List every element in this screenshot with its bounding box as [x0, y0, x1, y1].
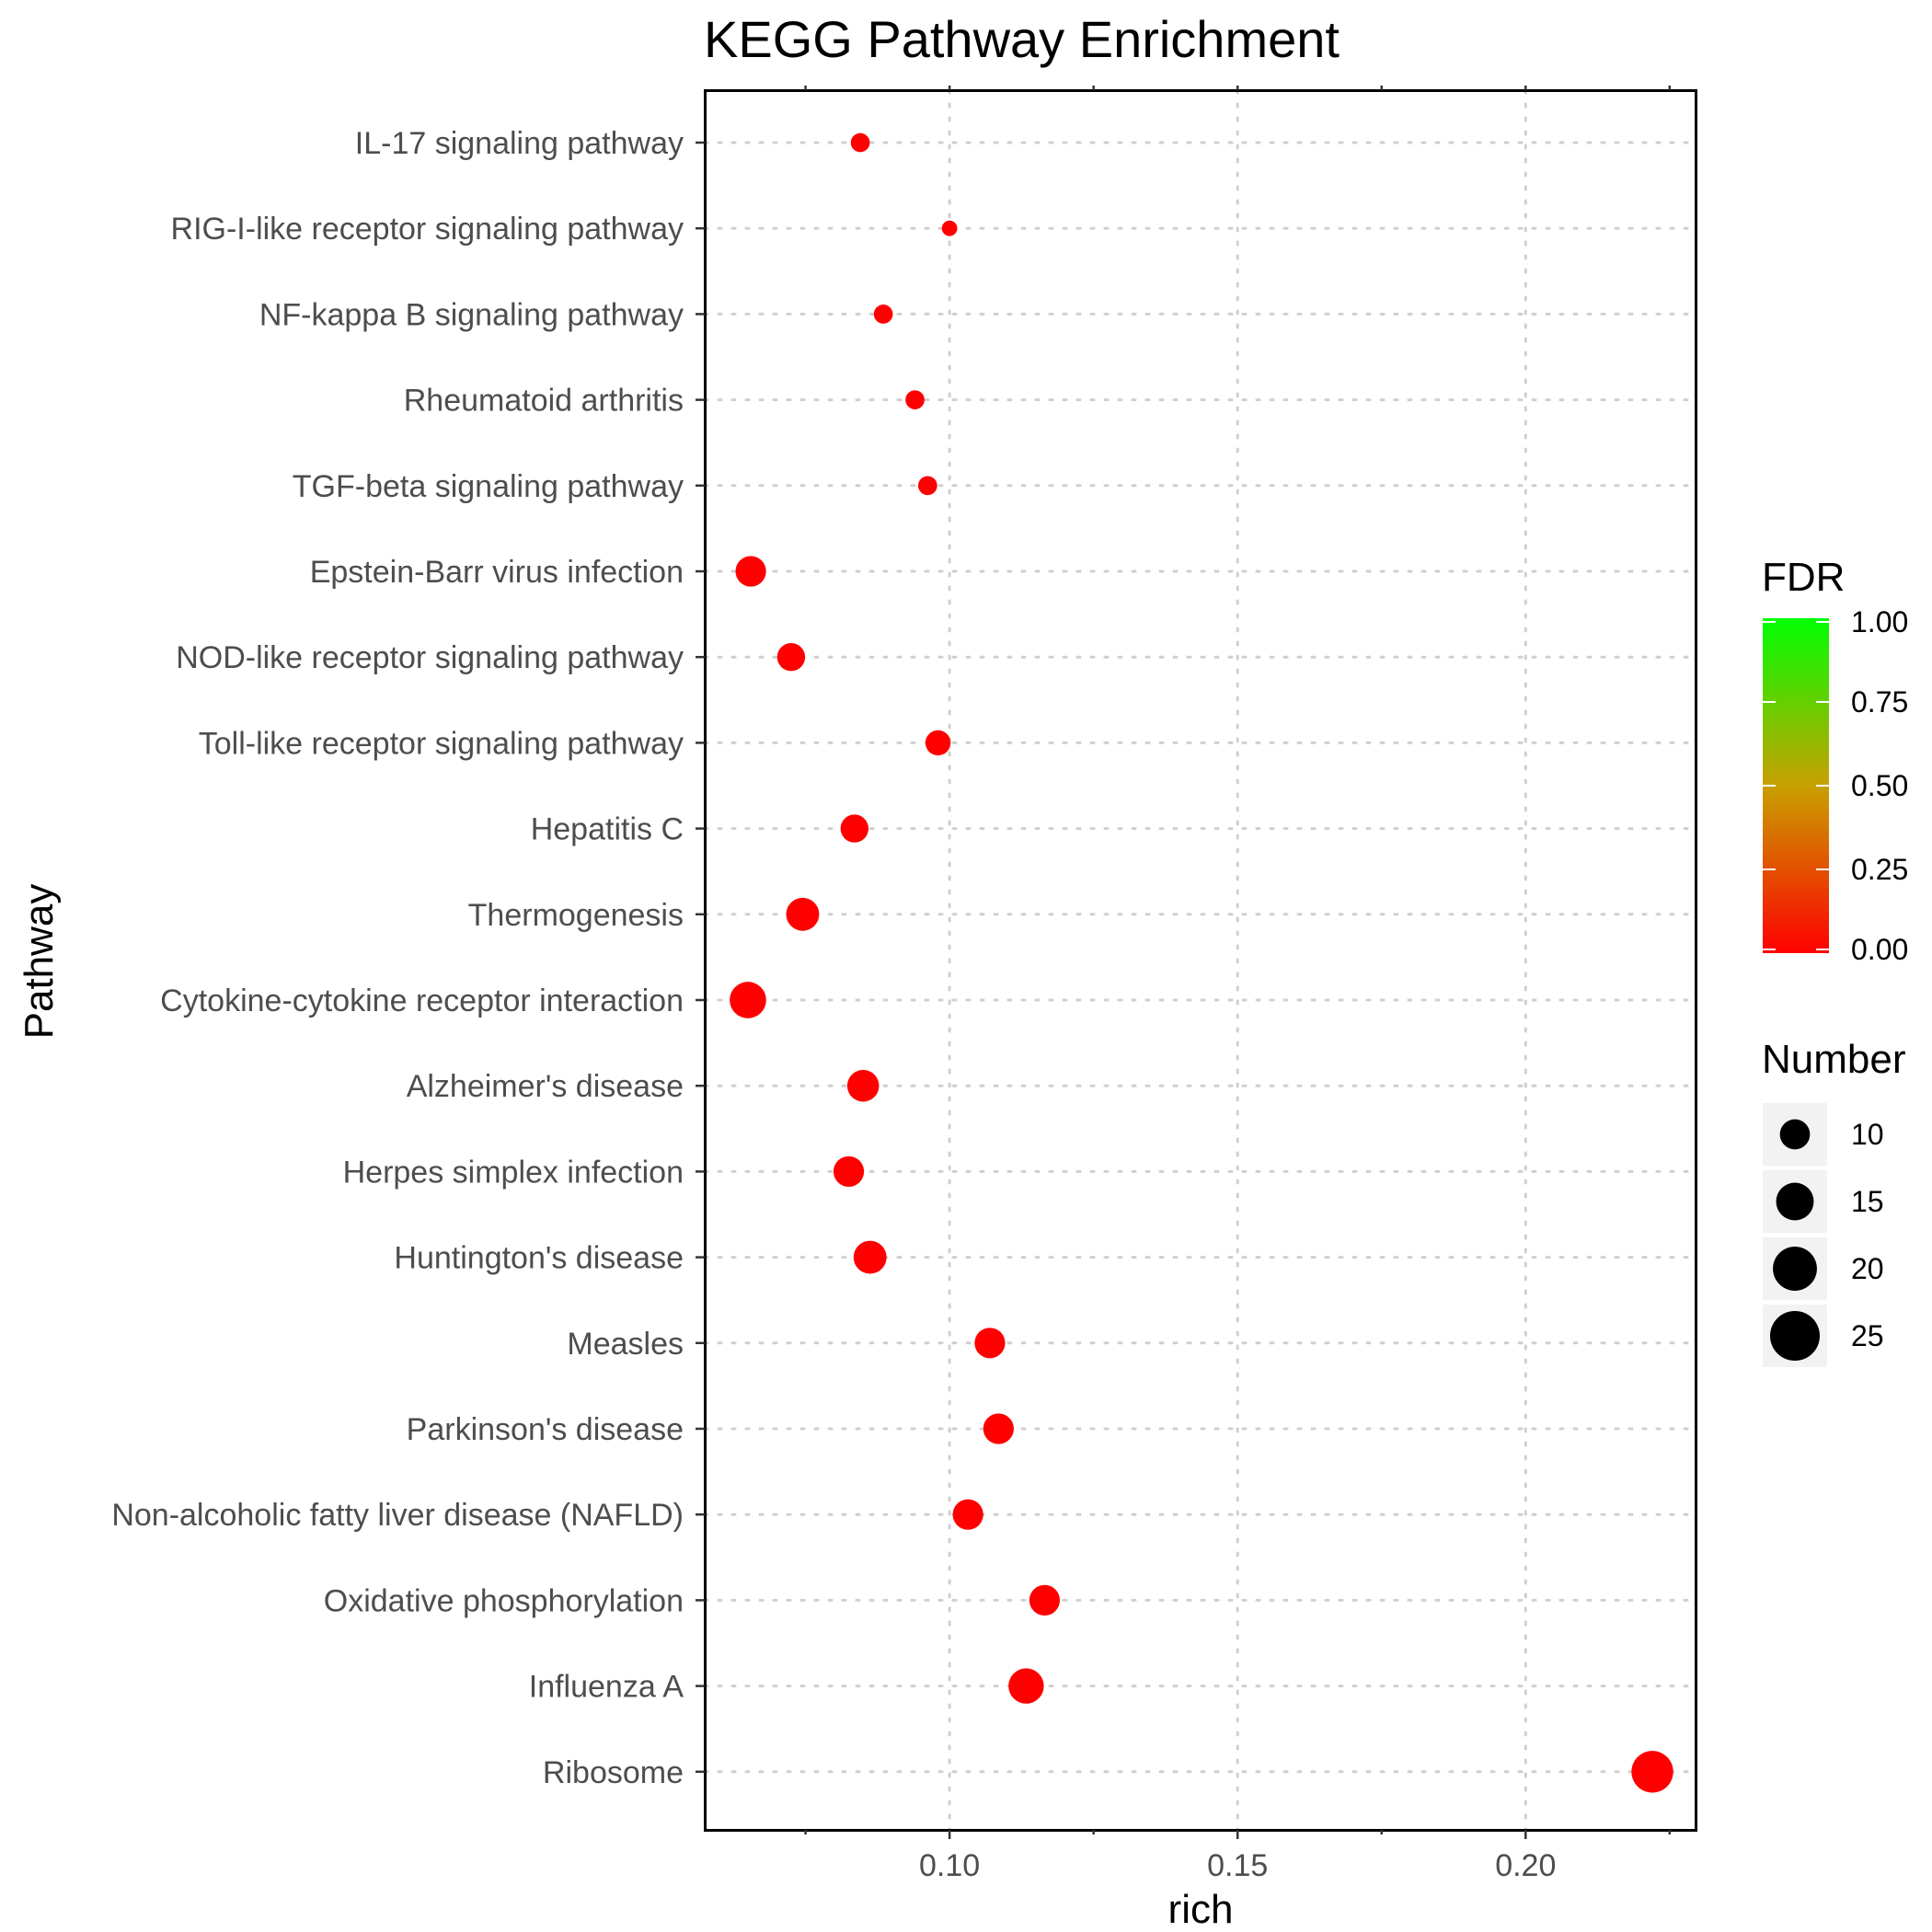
x-axis-title: rich — [1168, 1887, 1234, 1932]
size-legend-label: 10 — [1851, 1118, 1884, 1151]
size-legend-dot — [1773, 1247, 1817, 1291]
data-point — [983, 1413, 1014, 1444]
fdr-legend: FDR 0.00 0.25 0.50 0.75 1.00 — [1762, 555, 1908, 966]
y-tick-label: NF-kappa B signaling pathway — [259, 297, 684, 332]
y-tick-label: Non-alcoholic fatty liver disease (NAFLD… — [111, 1498, 684, 1533]
y-tick-label: Measles — [567, 1327, 684, 1362]
number-legend-title: Number — [1762, 1037, 1906, 1082]
y-tick-label: NOD-like receptor signaling pathway — [176, 640, 684, 675]
colorbar-label: 1.00 — [1851, 605, 1908, 638]
y-tick-label: Huntington's disease — [394, 1241, 684, 1276]
data-point — [776, 643, 806, 672]
x-tick-label: 0.10 — [919, 1848, 980, 1883]
y-axis-title: Pathway — [17, 884, 62, 1040]
x-axis-tick-labels: 0.10 0.15 0.20 — [919, 1848, 1556, 1883]
y-tick-label: Alzheimer's disease — [407, 1069, 684, 1104]
data-point — [917, 476, 937, 496]
colorbar-label: 0.50 — [1851, 769, 1908, 802]
data-point — [730, 982, 766, 1018]
colorbar-label: 0.00 — [1851, 933, 1908, 966]
size-legend-label: 20 — [1851, 1252, 1884, 1285]
data-point — [925, 730, 951, 756]
y-tick-label: Cytokine-cytokine receptor interaction — [160, 983, 684, 1018]
data-point — [850, 132, 870, 153]
data-point — [846, 1069, 880, 1102]
y-tick-label: TGF-beta signaling pathway — [293, 469, 684, 504]
data-point — [853, 1240, 887, 1274]
y-tick-label: Toll-like receptor signaling pathway — [199, 726, 684, 761]
data-point — [952, 1499, 983, 1530]
data-point — [941, 220, 958, 236]
y-axis-tick-labels: IL-17 signaling pathway RIG-I-like recept… — [111, 126, 684, 1790]
data-point — [974, 1328, 1006, 1359]
y-tick-label: Oxidative phosphorylation — [324, 1583, 684, 1618]
size-legend-label: 15 — [1851, 1185, 1884, 1218]
chart-title: KEGG Pathway Enrichment — [704, 10, 1340, 68]
y-tick-label: Herpes simplex infection — [343, 1155, 684, 1190]
data-point — [873, 305, 893, 324]
size-legend-dot — [1770, 1311, 1820, 1361]
y-tick-label: Hepatitis C — [531, 812, 684, 847]
data-point — [786, 897, 820, 931]
data-point — [1631, 1751, 1673, 1793]
y-tick-label: Rheumatoid arthritis — [404, 384, 684, 419]
colorbar-label: 0.75 — [1851, 685, 1908, 719]
data-point — [833, 1156, 865, 1188]
axis-ticks — [696, 86, 1672, 1839]
fdr-legend-title: FDR — [1762, 555, 1845, 600]
x-tick-label: 0.20 — [1495, 1848, 1556, 1883]
y-tick-label: IL-17 signaling pathway — [355, 126, 684, 161]
x-tick-label: 0.15 — [1207, 1848, 1268, 1883]
y-tick-label: Epstein-Barr virus infection — [310, 555, 684, 590]
size-legend-dot — [1779, 1119, 1811, 1150]
data-points — [730, 132, 1673, 1793]
size-legend-dot — [1776, 1182, 1814, 1221]
grid — [703, 88, 1697, 1832]
y-tick-label: Ribosome — [543, 1755, 684, 1790]
colorbar-label: 0.25 — [1851, 853, 1908, 886]
plot-panel — [704, 89, 1697, 1832]
y-tick-label: Parkinson's disease — [407, 1412, 684, 1447]
y-tick-label: Thermogenesis — [468, 898, 684, 933]
data-point — [1008, 1668, 1044, 1704]
size-legend-label: 25 — [1851, 1319, 1884, 1352]
number-legend: Number 10 15 20 25 — [1762, 1037, 1906, 1367]
data-point — [840, 814, 869, 843]
data-point — [1029, 1584, 1061, 1616]
y-tick-label: RIG-I-like receptor signaling pathway — [171, 212, 684, 247]
data-point — [735, 556, 766, 587]
data-point — [905, 390, 925, 409]
y-tick-label: Influenza A — [529, 1670, 684, 1705]
